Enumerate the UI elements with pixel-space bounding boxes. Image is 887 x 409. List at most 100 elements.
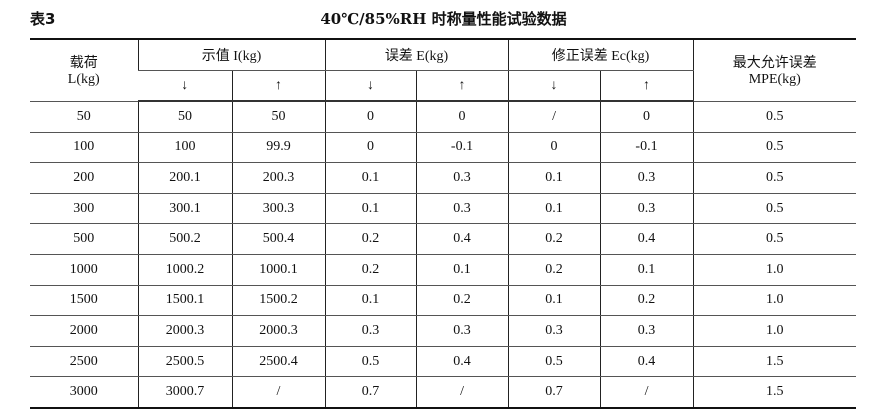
table-cell: 0.4 (599, 223, 694, 255)
table-cell: -0.1 (599, 132, 694, 164)
header-corrected-error: 修正误差 Ec(kg) (507, 38, 694, 71)
table-row: 1000 1000.2 1000.1 0.2 0.1 0.2 0.1 1.0 (30, 254, 857, 286)
table-row: 3000 3000.7/0.7/0.7/1.5 (30, 376, 857, 409)
table-cell: 0.3 (415, 162, 509, 194)
table-cell: 99.9 (231, 132, 325, 164)
table-row: 2000 2000.3 2000.3 0.3 0.3 0.3 0.3 1.0 (30, 315, 857, 347)
table-cell: 500.2 (137, 223, 232, 255)
table-cell: 200.1 (137, 162, 232, 194)
table-cell: 100 (137, 132, 232, 164)
table-cell: 1500.2 (231, 285, 325, 317)
table-cell: 0.3 (507, 315, 601, 347)
table-cell: 0.3 (415, 315, 509, 347)
table-cell: 0.1 (324, 193, 416, 225)
table-cell: 0.5 (507, 346, 601, 378)
header-error: 误差 E(kg) (324, 38, 509, 71)
table-cell: 300 (30, 193, 138, 225)
table-cell: 0.5 (692, 223, 857, 255)
table-cell: 0.7 (507, 376, 601, 409)
table-cell: 0.1 (507, 162, 601, 194)
table-cell: 0.7 (324, 376, 416, 409)
table-cell: 1000.1 (231, 254, 325, 286)
table-cell: 1000.2 (137, 254, 232, 286)
arrow-up-icon: ↑ (599, 70, 694, 102)
table-cell: 0.3 (415, 193, 509, 225)
table-cell: 0.3 (599, 162, 694, 194)
table-cell: 0.4 (415, 223, 509, 255)
table-cell: 2500.5 (137, 346, 232, 378)
table-cell: 0.4 (415, 346, 509, 378)
table-cell: 0.1 (324, 285, 416, 317)
table-cell: / (415, 376, 509, 409)
table-cell: 1.0 (692, 285, 857, 317)
table-cell: 1.0 (692, 315, 857, 347)
table-cell: 100 (30, 132, 138, 164)
table-cell: 300.1 (137, 193, 232, 225)
table-cell: 0.4 (599, 346, 694, 378)
table-cell: 0.2 (324, 254, 416, 286)
table-cell: 2000 (30, 315, 138, 347)
table-cell: 0.1 (415, 254, 509, 286)
table-cell: 1000 (30, 254, 138, 286)
table-row: 500 500.2 500.4 0.2 0.4 0.2 0.4 0.5 (30, 223, 857, 255)
table-cell: 0.5 (692, 162, 857, 194)
table-cell: / (507, 101, 601, 133)
table-cell: 500.4 (231, 223, 325, 255)
table-cell: 2000.3 (231, 315, 325, 347)
table-cell: 0.5 (692, 132, 857, 164)
table-cell: / (599, 376, 694, 409)
table-cell: 1.5 (692, 376, 857, 409)
table-cell: 1.0 (692, 254, 857, 286)
arrow-down-icon: ↓ (324, 70, 416, 102)
table-cell: 0.1 (507, 285, 601, 317)
table-cell: 0.5 (324, 346, 416, 378)
table-cell: / (231, 376, 325, 409)
table-cell: 0.2 (507, 254, 601, 286)
table-cell: -0.1 (415, 132, 509, 164)
arrow-up-icon: ↑ (415, 70, 509, 102)
table-title: 40℃/85%RH 时称量性能试验数据 (320, 10, 567, 28)
table-cell: 1.5 (692, 346, 857, 378)
table-cell: 200 (30, 162, 138, 194)
table-cell: 0.3 (599, 193, 694, 225)
table-cell: 3000 (30, 376, 138, 409)
table-cell: 0 (507, 132, 601, 164)
header-load: 载荷 L(kg) (30, 38, 138, 102)
table-row: 50 50 50 0 0/0 0.5 (30, 101, 857, 133)
arrow-down-icon: ↓ (138, 70, 232, 102)
table-cell: 0.1 (507, 193, 601, 225)
table-row: 2500 2500.5 2500.4 0.5 0.4 0.5 0.4 1.5 (30, 346, 857, 378)
table-cell: 0 (324, 132, 416, 164)
table-cell: 300.3 (231, 193, 325, 225)
table-cell: 2000.3 (137, 315, 232, 347)
table-cell: 2500.4 (231, 346, 325, 378)
table-cell: 0 (324, 101, 416, 133)
table-row: 200 200.1 200.3 0.1 0.3 0.1 0.3 0.5 (30, 162, 857, 194)
table-cell: 50 (30, 101, 138, 133)
table-cell: 50 (231, 101, 325, 133)
arrow-down-icon: ↓ (507, 70, 601, 102)
table-cell: 0.1 (599, 254, 694, 286)
table-cell: 0.2 (599, 285, 694, 317)
table-cell: 0.2 (415, 285, 509, 317)
table-cell: 0 (415, 101, 509, 133)
table-cell: 0.2 (507, 223, 601, 255)
table-row: 300 300.1 300.3 0.1 0.3 0.1 0.3 0.5 (30, 193, 857, 225)
table-cell: 2500 (30, 346, 138, 378)
header-mpe: 最大允许误差 MPE(kg) (692, 38, 857, 102)
table-cell: 50 (137, 101, 232, 133)
table-cell: 0 (599, 101, 694, 133)
table-cell: 0.5 (692, 193, 857, 225)
table-label: 表3 (30, 10, 56, 28)
table-cell: 0.1 (324, 162, 416, 194)
table-cell: 0.3 (324, 315, 416, 347)
table-cell: 500 (30, 223, 138, 255)
arrow-up-icon: ↑ (231, 70, 325, 102)
test-data-table: 载荷 L(kg) 示值 I(kg) 误差 E(kg) 修正误差 Ec(kg) 最大… (30, 38, 857, 409)
table-cell: 3000.7 (137, 376, 232, 409)
table-cell: 0.3 (599, 315, 694, 347)
table-cell: 0.2 (324, 223, 416, 255)
table-cell: 0.5 (692, 101, 857, 133)
table-row: 1500 1500.1 1500.2 0.1 0.2 0.1 0.2 1.0 (30, 285, 857, 317)
table-cell: 1500.1 (137, 285, 232, 317)
